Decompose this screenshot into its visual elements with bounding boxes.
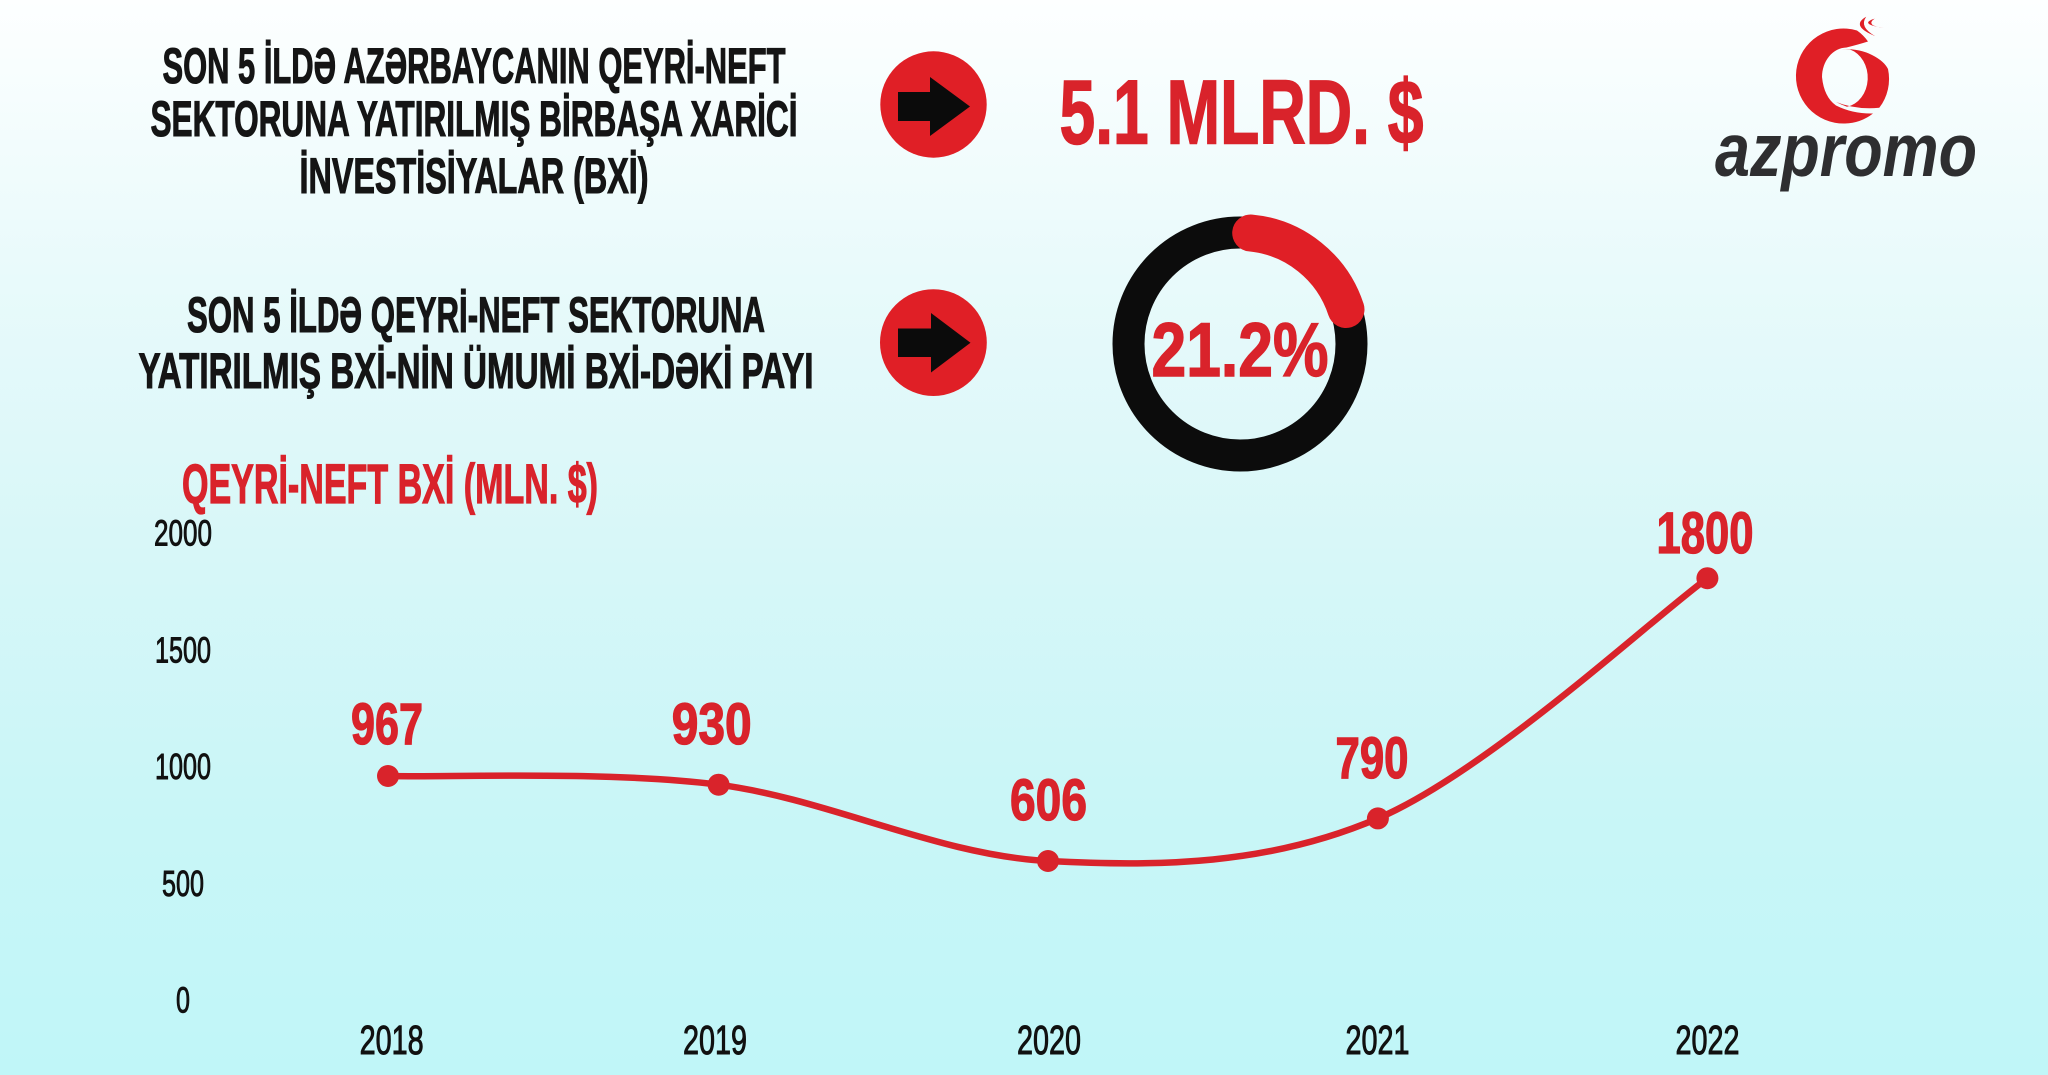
svg-text:1800: 1800 bbox=[1657, 501, 1754, 566]
svg-text:790: 790 bbox=[1336, 726, 1409, 791]
svg-text:967: 967 bbox=[351, 692, 423, 757]
svg-text:1500: 1500 bbox=[155, 629, 211, 670]
svg-text:2000: 2000 bbox=[154, 513, 212, 554]
svg-text:SON 5 İLDƏ AZƏRBAYCANIN QEYRİ-: SON 5 İLDƏ AZƏRBAYCANIN QEYRİ-NEFT bbox=[163, 38, 786, 94]
svg-text:2021: 2021 bbox=[1346, 1017, 1410, 1063]
svg-text:5.1 MLRD. $: 5.1 MLRD. $ bbox=[1060, 63, 1424, 164]
svg-text:QEYRİ-NEFT BXİ (MLN. $): QEYRİ-NEFT BXİ (MLN. $) bbox=[182, 452, 598, 515]
svg-text:500: 500 bbox=[162, 863, 204, 904]
svg-text:2020: 2020 bbox=[1017, 1017, 1081, 1063]
svg-text:21.2%: 21.2% bbox=[1152, 308, 1329, 393]
svg-text:1000: 1000 bbox=[155, 746, 211, 787]
svg-text:SEKTORUNA YATIRILMIŞ BİRBAŞA X: SEKTORUNA YATIRILMIŞ BİRBAŞA XARİCİ bbox=[151, 91, 798, 147]
svg-text:2019: 2019 bbox=[683, 1017, 747, 1063]
svg-text:SON 5 İLDƏ QEYRİ-NEFT SEKTORUN: SON 5 İLDƏ QEYRİ-NEFT SEKTORUNA bbox=[187, 287, 765, 343]
svg-text:2018: 2018 bbox=[360, 1017, 424, 1063]
svg-text:930: 930 bbox=[672, 692, 752, 757]
svg-text:YATIRILMIŞ BXİ-NİN ÜMUMİ BXİ-D: YATIRILMIŞ BXİ-NİN ÜMUMİ BXİ-DƏKİ PAYI bbox=[139, 343, 814, 399]
svg-text:2022: 2022 bbox=[1676, 1017, 1740, 1063]
svg-text:İNVESTİSİYALAR (BXİ): İNVESTİSİYALAR (BXİ) bbox=[300, 148, 649, 204]
svg-text:azpromo: azpromo bbox=[1715, 108, 1977, 192]
svg-text:0: 0 bbox=[176, 980, 190, 1021]
svg-text:606: 606 bbox=[1010, 768, 1087, 833]
